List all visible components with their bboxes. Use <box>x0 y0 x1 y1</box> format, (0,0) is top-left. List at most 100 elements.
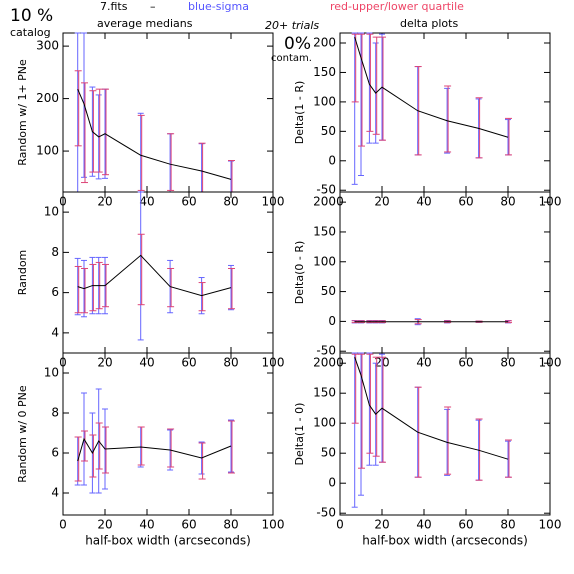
y-axis-label: Random w/ 1+ PNe <box>16 59 29 166</box>
quartile-bar <box>379 36 386 141</box>
quartile-bar <box>102 88 109 176</box>
sigma-bar <box>366 352 373 466</box>
x-tick-label: 40 <box>139 356 154 370</box>
x-tick-label: 100 <box>539 518 562 532</box>
sigma-label: blue-sigma <box>188 0 249 13</box>
y-tick-label: 0 <box>328 153 336 167</box>
x-tick-label: 60 <box>181 518 196 532</box>
delta-label: delta plots <box>400 17 458 30</box>
median-line <box>77 88 232 180</box>
y-tick-label: 200 <box>36 91 59 105</box>
x-tick-label: 40 <box>416 356 431 370</box>
x-axis-label: half-box width (arcseconds) <box>85 534 251 548</box>
quartile-bar <box>444 406 452 475</box>
sigma-bar <box>198 143 205 193</box>
quartile-bar <box>444 85 452 153</box>
quartile-bar <box>95 422 103 470</box>
sigma-bar <box>366 32 373 144</box>
plot-frame <box>339 191 551 354</box>
quartile-bar <box>358 33 365 147</box>
x-tick-label: 100 <box>262 518 285 532</box>
x-tick-label: 20 <box>97 356 112 370</box>
y-tick-label: -50 <box>316 183 336 197</box>
y-tick-label: 0 <box>328 314 336 328</box>
y-tick-label: 150 <box>313 386 336 400</box>
median-line <box>354 357 509 460</box>
quartile-bar <box>198 442 206 480</box>
x-tick-label: 80 <box>223 195 238 209</box>
quartile-bar <box>475 418 483 481</box>
y-tick-label: 50 <box>321 446 336 460</box>
x-tick-label: 80 <box>223 518 238 532</box>
median-line <box>77 254 232 297</box>
catalog-label: catalog <box>10 26 51 39</box>
quartile-bar <box>228 267 235 310</box>
trials-label: 20+ trials <box>265 19 319 32</box>
x-tick-label: 80 <box>223 356 238 370</box>
contam-label: contam. <box>271 53 312 64</box>
quartile-bar <box>137 114 145 191</box>
x-tick-label: 20 <box>374 195 389 209</box>
sigma-bar <box>351 32 358 185</box>
catalog-pct: 10 % <box>10 6 53 26</box>
x-tick-label: 20 <box>97 518 112 532</box>
quartile-bar <box>89 263 97 312</box>
y-axis-label: Delta(0 - R) <box>293 241 306 305</box>
quartile-bar <box>89 90 97 173</box>
quartile-bar <box>198 142 206 193</box>
sigma-bar <box>358 32 364 177</box>
x-tick-label: 60 <box>458 518 473 532</box>
quartile-bar <box>351 353 359 424</box>
quartile-bar <box>505 439 512 478</box>
quartile-bar <box>351 33 359 103</box>
x-tick-label: 0 <box>59 518 67 532</box>
sigma-bar <box>74 32 81 193</box>
quartile-bar <box>198 282 206 312</box>
x-tick-label: 80 <box>500 518 515 532</box>
sigma-bar <box>137 191 144 341</box>
y-tick-label: 4 <box>51 486 59 500</box>
quartile-bar <box>74 265 82 314</box>
sigma-bar <box>228 160 234 193</box>
quartile-bar <box>366 33 374 132</box>
y-tick-label: 100 <box>36 144 59 158</box>
plot-frame <box>62 191 274 354</box>
y-tick-label: 100 <box>313 94 336 108</box>
quartile-bar <box>102 263 109 308</box>
y-tick-label: 300 <box>36 39 59 53</box>
y-axis-label: Delta(1 - R) <box>293 81 306 145</box>
quartile-bar <box>167 133 175 191</box>
dash: – <box>150 0 156 13</box>
quartile-bar <box>372 36 380 135</box>
quartile-bar <box>505 320 512 324</box>
plot-frame <box>339 352 551 516</box>
quartile-bar <box>89 434 97 478</box>
quartile-bar <box>505 117 512 156</box>
plot-frame <box>62 352 274 516</box>
x-tick-label: 60 <box>458 195 473 209</box>
quartile-bar <box>379 356 386 463</box>
quartile-bar <box>81 82 88 184</box>
x-tick-label: 80 <box>500 356 515 370</box>
quartile-bar <box>167 267 175 308</box>
y-tick-label: 8 <box>51 245 59 259</box>
y-tick-label: 100 <box>313 254 336 268</box>
quartile-bar <box>475 97 483 159</box>
y-tick-label: 50 <box>321 284 336 298</box>
median-line <box>354 36 509 138</box>
y-tick-label: 200 <box>313 195 336 209</box>
x-tick-label: 60 <box>458 356 473 370</box>
quartile-bar <box>372 356 380 457</box>
y-tick-label: 6 <box>51 285 59 299</box>
y-tick-label: 150 <box>313 224 336 238</box>
x-tick-label: 40 <box>139 518 154 532</box>
x-axis-label: half-box width (arcseconds) <box>362 534 528 548</box>
x-tick-label: 60 <box>181 195 196 209</box>
quartile-bar <box>366 353 374 454</box>
y-tick-label: 4 <box>51 325 59 339</box>
x-tick-label: 40 <box>416 195 431 209</box>
y-tick-label: 10 <box>44 205 59 219</box>
x-tick-label: 20 <box>374 518 389 532</box>
y-axis-label: Random <box>16 250 29 296</box>
